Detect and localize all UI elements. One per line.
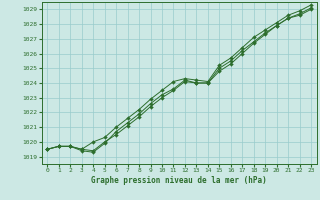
X-axis label: Graphe pression niveau de la mer (hPa): Graphe pression niveau de la mer (hPa) xyxy=(91,176,267,185)
